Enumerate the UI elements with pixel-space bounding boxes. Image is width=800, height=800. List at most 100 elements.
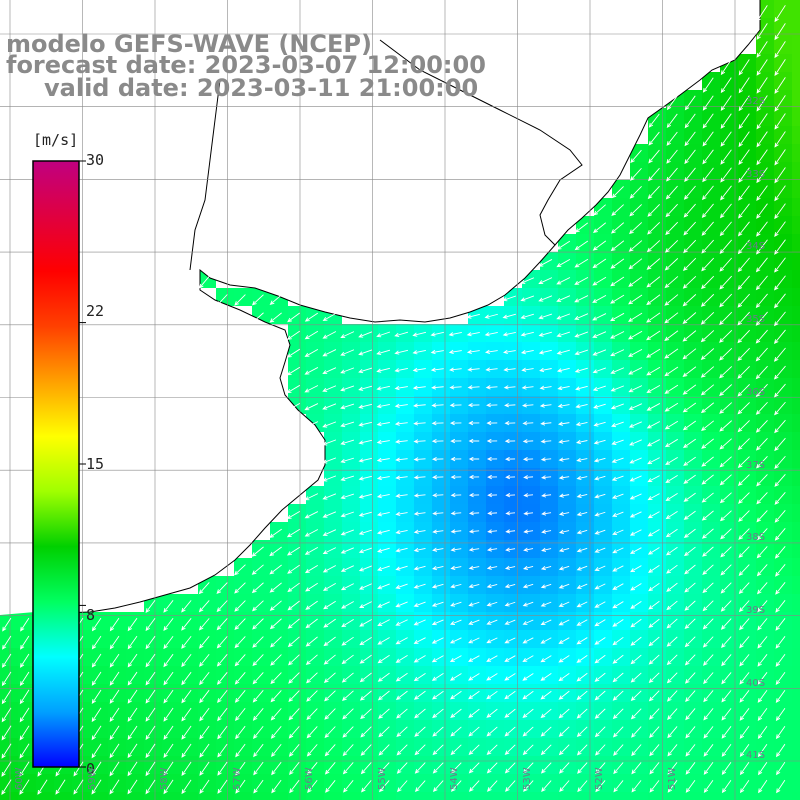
wind-arrow (775, 689, 786, 704)
wind-arrow (666, 636, 678, 647)
wind-arrow (287, 312, 300, 323)
latitude-label: 36S (746, 386, 766, 398)
wind-cell (270, 792, 288, 800)
wind-arrow (773, 311, 786, 327)
wind-arrow (630, 547, 642, 554)
wind-arrow (611, 421, 624, 428)
wind-arrow (756, 5, 768, 22)
wind-arrow (1, 653, 12, 668)
wind-arrow (756, 528, 768, 541)
wind-arrow (757, 690, 768, 703)
valid-date: valid date: 2023-03-11 21:00:00 (44, 74, 479, 102)
wind-arrow (684, 582, 696, 593)
wind-arrow (737, 311, 750, 326)
wind-arrow (667, 780, 678, 793)
wind-arrow (665, 546, 678, 556)
wind-arrow (612, 636, 624, 646)
wind-arrow (269, 528, 282, 538)
wind-arrow (700, 348, 715, 360)
wind-arrow (540, 565, 552, 571)
wind-cell (288, 792, 306, 800)
wind-cell (792, 648, 800, 666)
wind-arrow (593, 204, 606, 216)
wind-arrow (558, 511, 570, 516)
wind-arrow (181, 725, 192, 740)
wind-arrow (323, 600, 336, 610)
wind-arrow (738, 113, 750, 130)
wind-arrow (629, 475, 642, 482)
wind-arrow (487, 529, 498, 534)
wind-arrow (322, 403, 337, 410)
wind-arrow (665, 528, 678, 538)
wind-arrow (413, 403, 426, 408)
wind-arrow (340, 547, 354, 554)
wind-cell (792, 774, 800, 792)
wind-arrow (504, 762, 516, 774)
latitude-label: 41S (746, 750, 766, 762)
wind-arrow (288, 690, 300, 703)
wind-arrow (341, 636, 354, 646)
wind-arrow (648, 600, 660, 610)
latitude-label: 37S (746, 459, 766, 471)
wind-cell (738, 792, 756, 800)
wind-arrow (757, 672, 768, 685)
wind-arrow (700, 312, 715, 325)
wind-arrow (163, 689, 174, 704)
wind-arrow (774, 473, 786, 487)
wind-arrow (486, 762, 498, 774)
wind-arrow (198, 582, 210, 595)
wind-arrow (523, 511, 534, 516)
wind-arrow (720, 59, 732, 76)
wind-arrow (592, 331, 607, 338)
wind-arrow (432, 708, 444, 719)
wind-arrow (719, 239, 732, 254)
wind-arrow (504, 690, 516, 700)
colorbar-tick-label: 22 (86, 302, 105, 320)
wind-arrow (630, 565, 642, 573)
wind-arrow (756, 510, 768, 523)
wind-arrow (307, 779, 318, 794)
wind-arrow (486, 420, 498, 426)
wind-arrow (541, 493, 552, 498)
wind-arrow (468, 529, 480, 534)
wind-arrow (630, 149, 642, 164)
wind-arrow (394, 367, 408, 373)
wind-arrow (253, 779, 264, 794)
wind-cell (198, 792, 216, 800)
wind-arrow (377, 601, 390, 608)
wind-arrow (682, 420, 697, 431)
wind-cell (792, 342, 800, 360)
wind-arrow (127, 653, 138, 668)
wind-arrow (468, 456, 480, 462)
wind-arrow (558, 439, 570, 444)
wind-arrow (412, 385, 426, 390)
wind-arrow (522, 637, 534, 644)
wind-arrow (685, 690, 696, 703)
wind-arrow (522, 403, 534, 408)
wind-arrow (486, 637, 498, 644)
wind-arrow (522, 421, 534, 426)
wind-arrow (322, 385, 337, 392)
wind-arrow (505, 547, 516, 552)
wind-arrow (378, 726, 390, 738)
wind-arrow (647, 457, 660, 465)
wind-arrow (538, 259, 553, 267)
wind-arrow (163, 671, 174, 686)
wind-arrow (702, 131, 714, 147)
wind-arrow (413, 601, 426, 607)
wind-arrow (574, 367, 588, 373)
wind-arrow (593, 421, 606, 427)
wind-arrow (450, 511, 462, 516)
wind-arrow (774, 221, 786, 237)
wind-arrow (145, 635, 156, 650)
wind-arrow (538, 331, 552, 337)
wind-arrow (541, 475, 552, 480)
wind-arrow (701, 275, 715, 290)
wind-arrow (556, 367, 570, 373)
longitude-label: 54W (449, 767, 460, 790)
wind-arrow (19, 653, 30, 668)
wind-arrow (646, 276, 661, 288)
wind-arrow (145, 671, 156, 686)
wind-cell (540, 792, 558, 800)
wind-arrow (322, 331, 337, 339)
